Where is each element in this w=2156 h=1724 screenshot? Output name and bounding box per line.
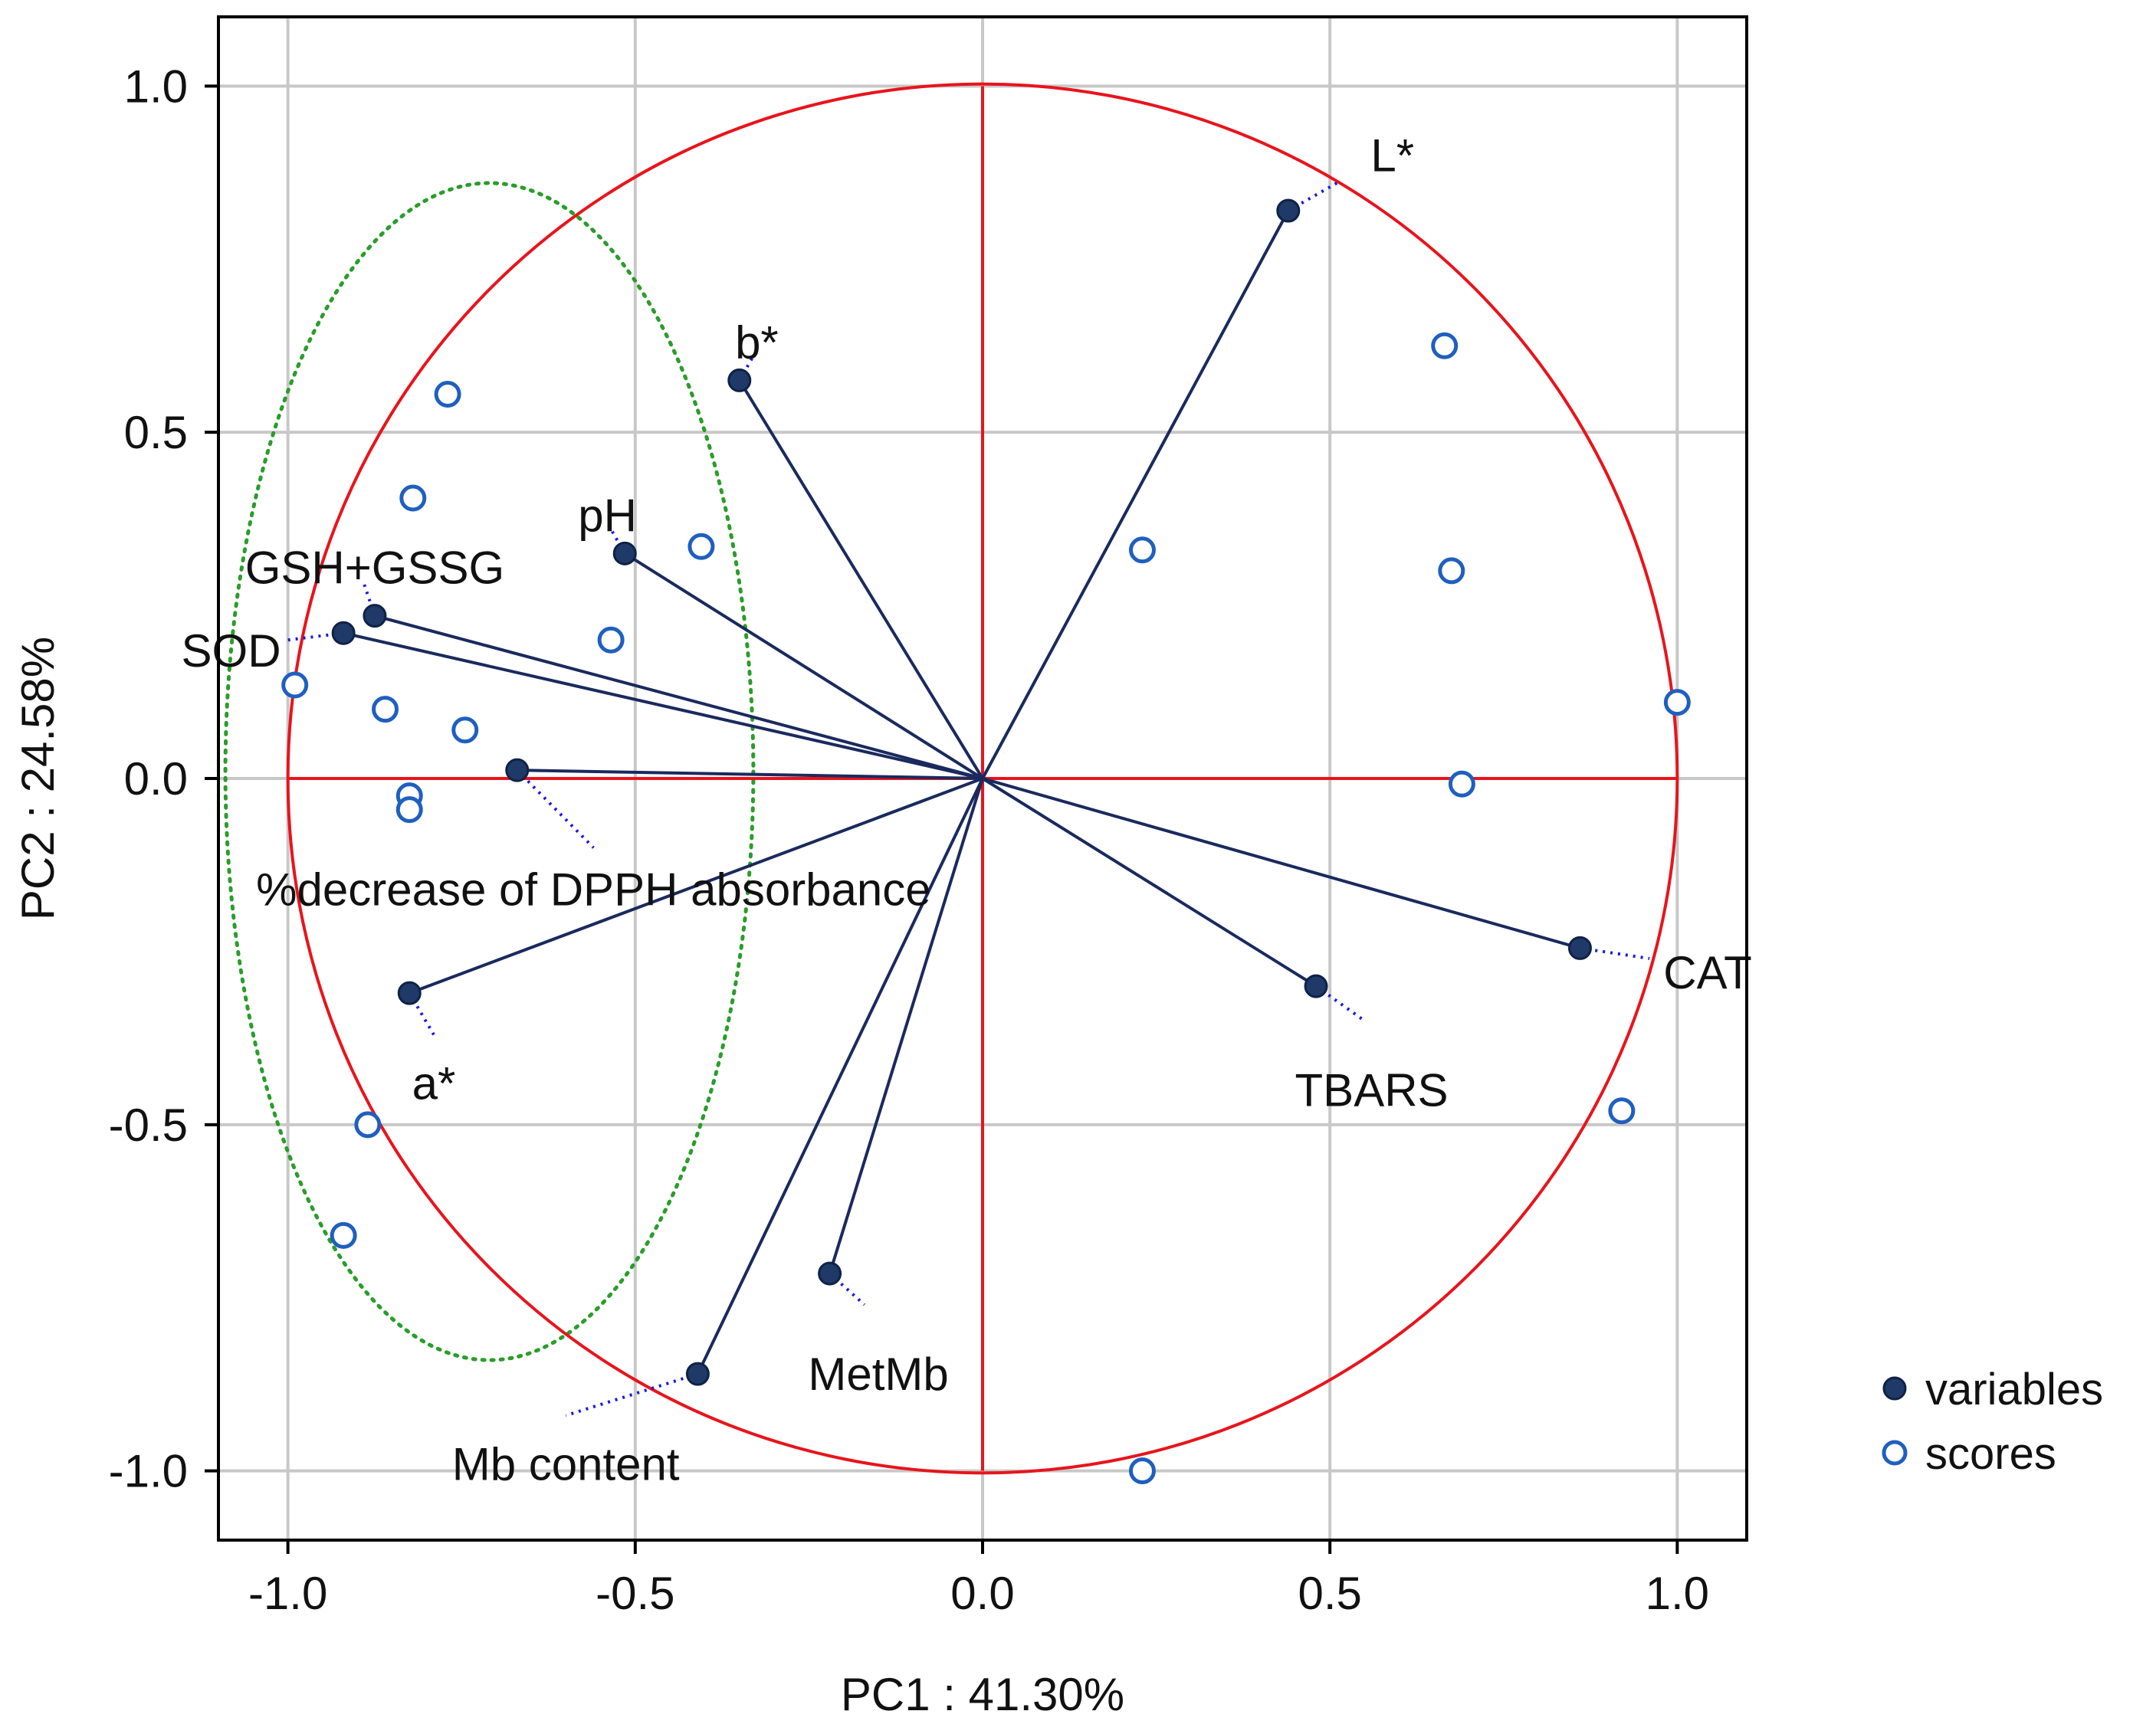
legend-scores-marker [1882,1440,1908,1466]
group-ellipse [223,181,756,1362]
leader-b [738,355,755,382]
leader-mb-content [565,1372,698,1418]
variable-point-decrease-of-dpph-absorbance [505,758,530,782]
vector-metmb [828,778,984,1274]
vector-a [409,777,983,995]
variable-label-l: L* [1370,130,1414,182]
score-point [354,1111,382,1139]
score-points [281,332,1691,1485]
score-point [395,796,423,824]
score-point [597,626,625,654]
variable-point-ph [612,541,637,565]
group-ellipse-outline [223,181,756,1362]
variable-point-metmb [818,1261,842,1286]
x-axis-title: PC1 : 41.30% [841,1669,1124,1720]
variable-point-mb-content [685,1362,710,1386]
score-point [281,671,309,699]
variable-label-metmb: MetMb [808,1349,948,1400]
legend: variables scores [1882,1365,2103,1479]
leader-decrease-of-dpph-absorbance [516,769,595,849]
legend-variables-label: variables [1925,1365,2103,1414]
score-point [451,716,479,744]
variable-point-a [397,981,422,1005]
score-point [1438,557,1465,585]
score-point [1608,1097,1636,1125]
axis-ticks: -1.0 -0.5 0.0 0.5 1.0 -1.0 -0.5 0.0 0.5 1.0 [109,61,1709,1619]
variable-label-tbars: TBARS [1295,1065,1449,1116]
variable-label-decrease-of-dpph-absorbance: %decrease of DPPH absorbance [256,864,931,916]
variable-label-b: b* [735,317,779,369]
variable-vectors [287,182,1650,1418]
variable-point-sod [331,621,356,645]
vector-cat [982,777,1581,950]
legend-scores-label: scores [1925,1429,2056,1479]
variable-label-ph: pH [578,490,637,542]
variable-label-sod: SOD [182,625,281,677]
vector-mb-content [696,778,984,1375]
vector-gsh-gssg [374,614,983,780]
variable-point-b [727,368,752,392]
vector-sod [343,631,983,780]
y-tick-label: -1.0 [109,1446,188,1497]
vector-b [738,379,984,780]
score-point [687,533,715,560]
variable-label-cat: CAT [1663,947,1752,998]
x-tick-label: -1.0 [248,1568,327,1619]
variable-labels: L* b* pH GSH+GSSG SOD %decrease of DPPH absor… [182,130,1752,1490]
y-axis-title: PC2 : 24.58% [12,637,64,920]
vector-decrease-of-dpph-absorbance [517,769,983,780]
score-point [1128,536,1156,564]
y-tick-label: 0.0 [124,753,188,805]
x-tick-label: 0.0 [950,1568,1014,1619]
variable-point-tbars [1304,974,1328,998]
x-tick-label: 0.5 [1298,1568,1361,1619]
vector-tbars [981,777,1318,988]
score-point [434,380,461,408]
variable-label-mb-content: Mb content [452,1439,680,1490]
y-tick-label: 1.0 [124,61,188,112]
score-point [330,1221,357,1249]
score-point [1128,1457,1156,1485]
legend-variables-marker [1882,1376,1907,1401]
score-point [372,696,399,723]
score-point [1431,332,1459,359]
variable-point-gsh-gssg [363,604,387,628]
y-tick-label: 0.5 [124,407,188,458]
vector-l [981,210,1290,779]
variable-point-cat [1567,936,1592,960]
score-point [1663,689,1691,716]
variable-label-gsh-gssg: GSH+GSSG [245,542,504,593]
score-point [1448,770,1475,798]
score-point [399,484,427,512]
leader-gsh-gssg [363,584,376,617]
vector-ph [624,552,984,780]
variable-points [331,198,1592,1386]
variable-label-a: a* [412,1058,456,1109]
variable-point-l [1276,198,1301,223]
y-tick-label: -0.5 [109,1100,188,1151]
x-tick-label: 1.0 [1646,1568,1709,1619]
x-tick-label: -0.5 [596,1568,674,1619]
leader-ph [609,528,626,555]
